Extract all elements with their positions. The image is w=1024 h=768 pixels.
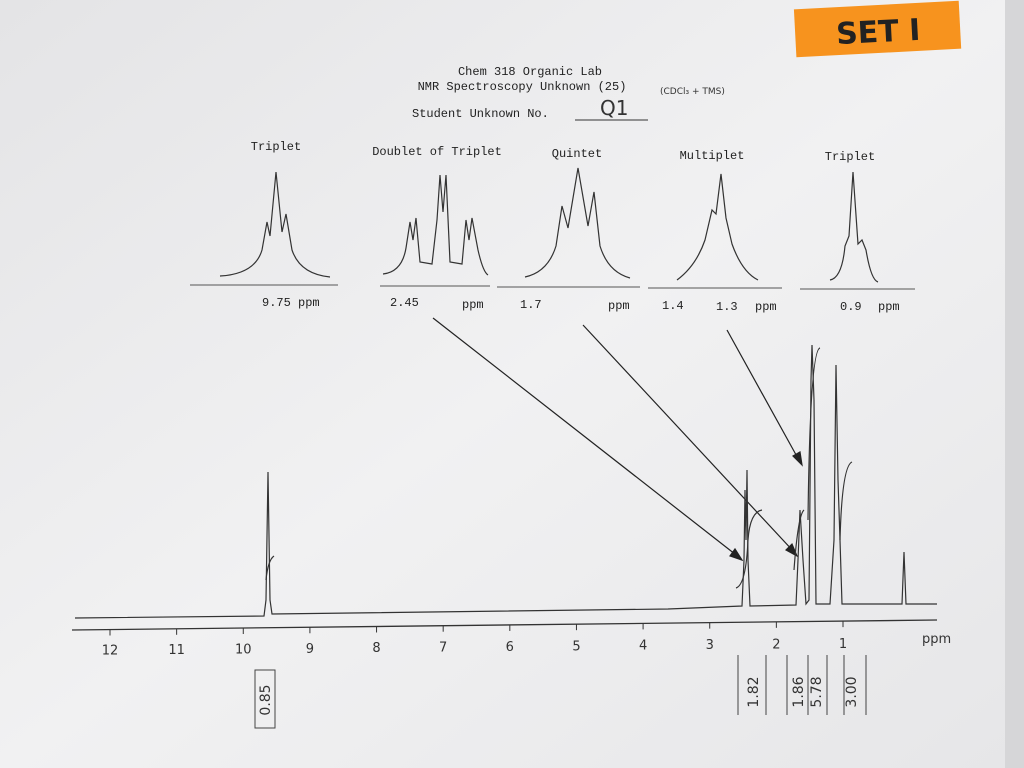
integrations: 0.85 1.82 1.86 5.78 3.00 [254, 655, 867, 729]
tick-label: 7 [439, 641, 447, 656]
tick-label: 8 [372, 641, 380, 656]
inset-trace [524, 167, 631, 279]
tick-label: 2 [772, 637, 780, 652]
integration-box [254, 669, 276, 729]
integration: 1.82 [746, 676, 762, 707]
tick-label: 4 [639, 639, 647, 654]
inset-label: 0.9 [840, 300, 862, 314]
tick-label: 1 [839, 637, 847, 652]
tick-label: 3 [706, 638, 714, 653]
inset-title: Multiplet [680, 149, 745, 163]
inset-label: ppm [608, 299, 630, 313]
inset-trace [382, 174, 489, 276]
integration: 3.00 [844, 676, 860, 707]
integration: 1.86 [791, 676, 807, 707]
inset-label: 9.75 ppm [262, 296, 320, 310]
inset-title: Triplet [825, 150, 875, 164]
tick-label: 12 [102, 644, 119, 659]
ticks: 12 11 10 9 8 7 6 5 4 3 2 1 [102, 621, 847, 659]
solvent: (CDCl₃ + TMS) [660, 87, 725, 97]
inset-title: Quintet [552, 147, 602, 161]
spectrum [74, 344, 937, 619]
sticker-text: SET I [835, 13, 921, 52]
tick-label: 6 [506, 640, 514, 655]
tick-label: 5 [572, 639, 580, 654]
header-line2: NMR Spectroscopy Unknown (25) [418, 80, 627, 94]
inset-label: 1.4 [662, 299, 684, 313]
header-line1: Chem 318 Organic Lab [458, 65, 602, 79]
student-no: Q1 [600, 96, 628, 120]
inset-title: Doublet of Triplet [372, 145, 502, 159]
inset-label: ppm [755, 300, 777, 314]
arrows [432, 317, 803, 562]
tick-label: 11 [168, 643, 185, 658]
axis-unit: ppm [922, 632, 951, 647]
integral-curves [265, 347, 853, 589]
integration: 0.85 [258, 684, 274, 715]
integration: 5.78 [809, 676, 825, 707]
sticker: SET I [793, 0, 962, 58]
inset-label: 2.45 [390, 296, 419, 310]
inset-trace [676, 173, 759, 281]
inset-title: Triplet [251, 140, 301, 154]
inset-label: ppm [462, 298, 484, 312]
tick-label: 10 [235, 642, 252, 657]
inset-label: 1.3 [716, 300, 738, 314]
sticker-bg [793, 0, 962, 58]
inset-axes [190, 284, 915, 290]
integration-brackets [737, 655, 867, 715]
x-axis [71, 619, 938, 631]
inset-trace [829, 171, 879, 283]
tick-label: 9 [306, 642, 314, 657]
inset-label: 1.7 [520, 298, 542, 312]
inset-label: ppm [878, 300, 900, 314]
student-label: Student Unknown No. [412, 107, 549, 121]
inset-trace [219, 171, 331, 278]
edge [1005, 0, 1024, 768]
